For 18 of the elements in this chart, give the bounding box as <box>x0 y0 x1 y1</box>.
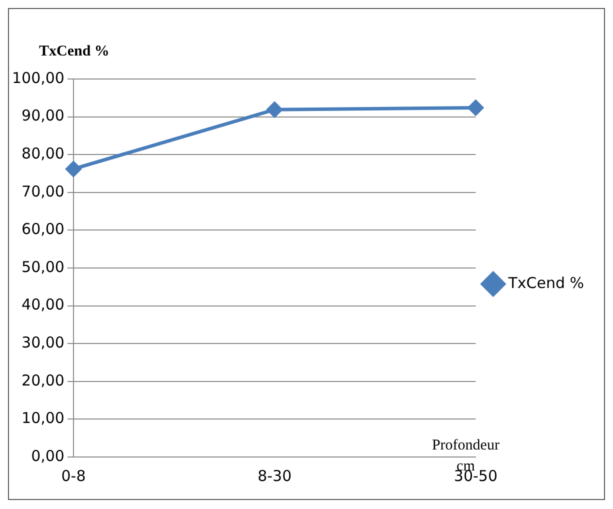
x-tick-label: 8-30 <box>258 466 292 485</box>
y-tick-label: 30,00 <box>22 333 64 352</box>
y-tick-label: 50,00 <box>22 258 64 276</box>
y-tick-label: 40,00 <box>22 296 64 314</box>
y-tick-label: 100,00 <box>12 68 64 87</box>
y-tick-label: 80,00 <box>22 144 64 162</box>
y-tick-label: 0,00 <box>31 446 64 465</box>
x-tick-label: 0-8 <box>61 466 86 485</box>
y-axis-title: TxCend % <box>39 43 110 60</box>
y-tick-label: 10,00 <box>22 409 64 428</box>
y-tick-label: 20,00 <box>22 371 64 390</box>
y-tick-label: 60,00 <box>22 220 64 238</box>
point <box>468 100 484 116</box>
point <box>266 102 282 118</box>
y-tick-label: 70,00 <box>22 182 64 200</box>
y-tick-label: 90,00 <box>22 106 64 125</box>
point <box>66 161 82 177</box>
legend-label: TxCend % <box>507 274 584 292</box>
